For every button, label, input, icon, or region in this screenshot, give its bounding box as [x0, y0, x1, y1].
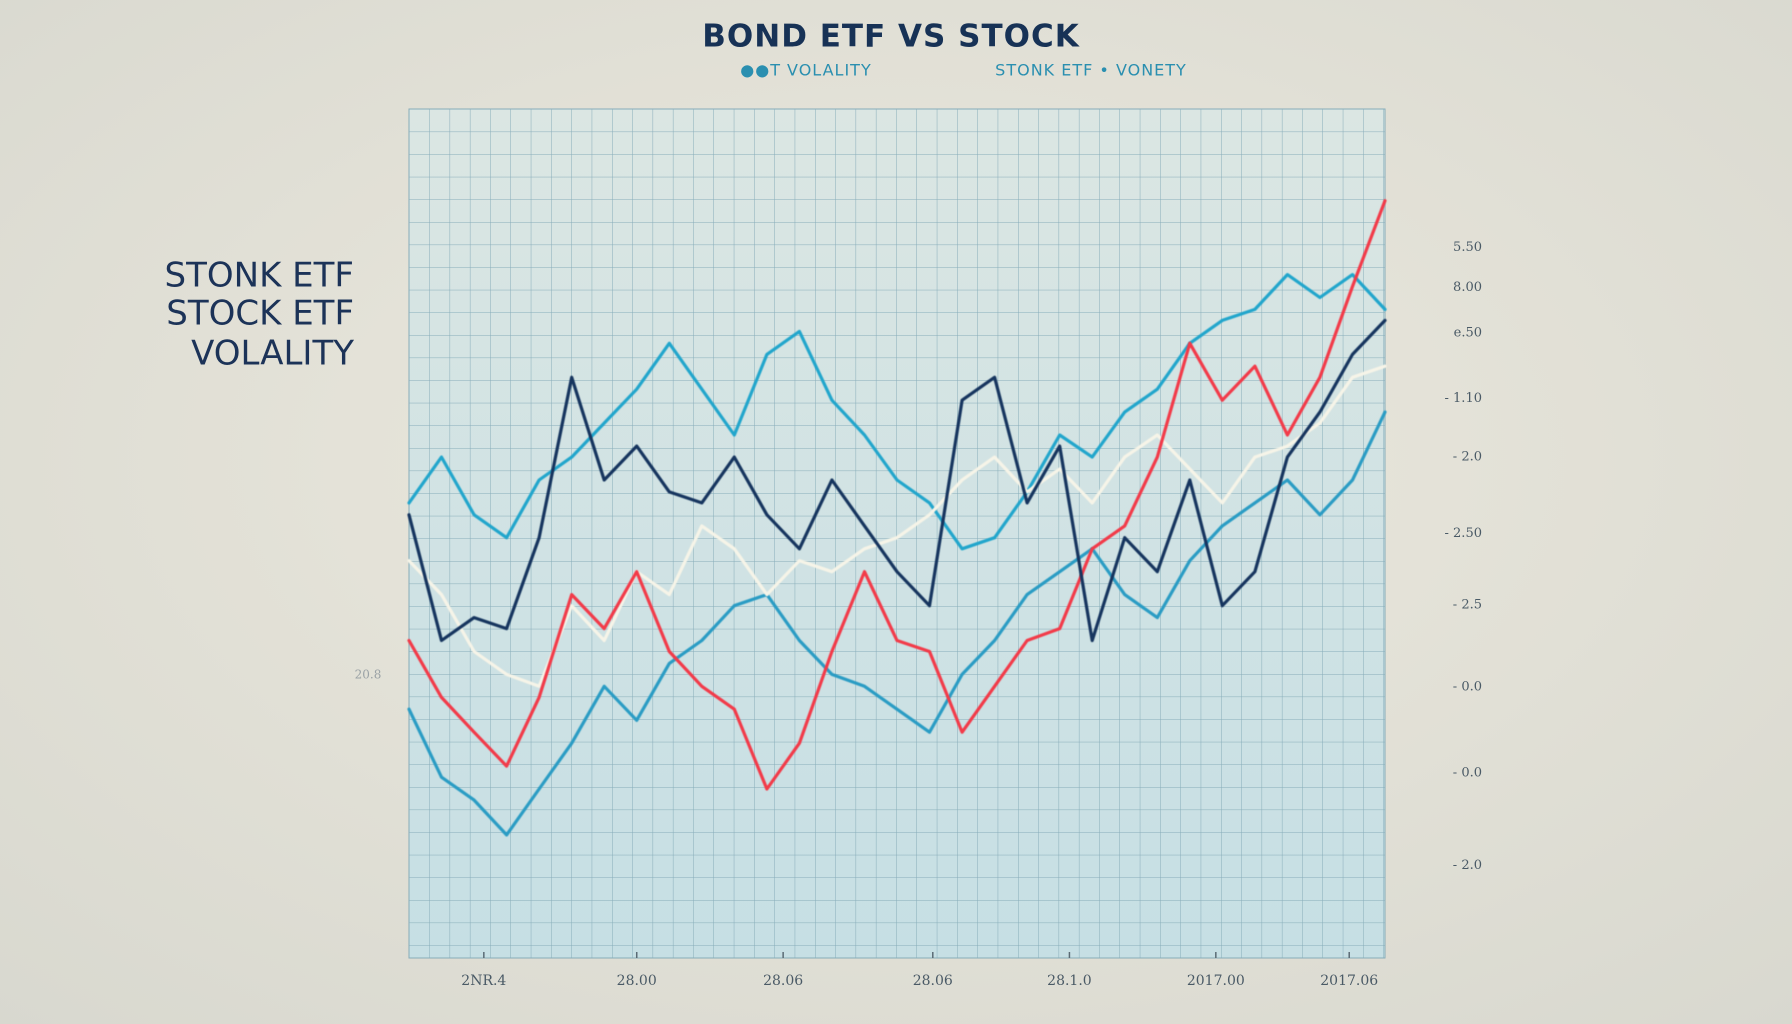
side-label: STOCK ETF	[166, 294, 354, 334]
x-tick-label: 28.00	[617, 973, 657, 989]
y-tick-label: - 2.5	[1453, 597, 1482, 612]
y-tick-label: - 2.50	[1445, 526, 1482, 541]
annotation: 20.8	[355, 668, 382, 682]
y-tick-label: - 1.10	[1445, 391, 1482, 406]
series-line	[407, 199, 1387, 791]
y-tick-label: 8.00	[1453, 280, 1482, 295]
y-tick-label: - 2.0	[1453, 450, 1482, 465]
series-line	[407, 364, 1387, 688]
x-tick-label: 28.06	[763, 973, 803, 989]
y-tick-label: - 0.0	[1453, 680, 1482, 695]
series-line	[407, 410, 1387, 837]
x-tick-label: 28.1.0	[1047, 973, 1092, 989]
side-label: VOLALITY	[191, 334, 354, 374]
legend-entry: STONK ETF • VONETY	[995, 61, 1187, 80]
chart-title: BOND ETF VS STOCK	[702, 19, 1079, 55]
y-tick-label: e.50	[1454, 326, 1482, 341]
x-tick-label: 2NR.4	[461, 973, 506, 989]
series-line	[407, 273, 1387, 551]
y-tick-label: 5.50	[1453, 240, 1482, 255]
series-line	[407, 318, 1387, 643]
x-tick-label: 2017.06	[1320, 973, 1378, 989]
x-tick-label: 28.06	[913, 973, 953, 989]
plot-grid	[408, 108, 1386, 959]
legend-entry: ●●T VOLALITY	[740, 61, 871, 80]
y-tick-label: - 2.0	[1453, 858, 1482, 873]
side-label: STONK ETF	[165, 256, 354, 296]
y-tick-label: - 0.0	[1453, 765, 1482, 780]
x-tick-label: 2017.00	[1187, 973, 1245, 989]
